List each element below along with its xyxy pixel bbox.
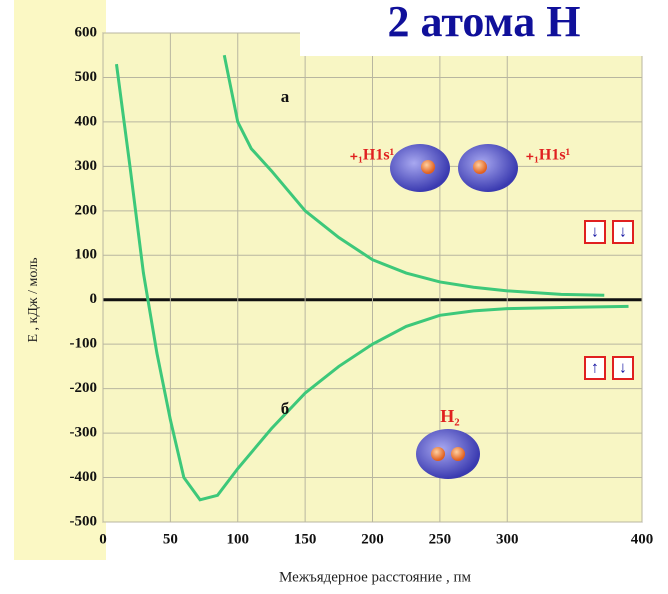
- y-tick-label: 100: [75, 247, 98, 263]
- annotation: ₊₁H1s¹: [350, 147, 395, 164]
- curve-label: а: [281, 87, 290, 106]
- y-tick-label: 300: [75, 158, 98, 174]
- y-tick-label: -500: [70, 513, 98, 529]
- chart-title: 2 атома Н: [388, 0, 581, 46]
- y-axis-label: Е , кДж / моль: [26, 257, 41, 342]
- svg-text:↓: ↓: [619, 224, 627, 241]
- y-tick-label: 200: [75, 202, 98, 218]
- x-tick-label: 150: [294, 531, 317, 547]
- h2-molecule: [416, 429, 480, 479]
- x-tick-label: 100: [227, 531, 250, 547]
- y-tick-label: 0: [90, 291, 98, 307]
- annotation: ₊₁H1s¹: [526, 147, 571, 164]
- y-tick-label: 400: [75, 113, 98, 129]
- x-tick-label: 0: [99, 531, 107, 547]
- svg-text:↓: ↓: [591, 224, 599, 241]
- svg-text:↑: ↑: [591, 360, 599, 377]
- x-tick-label: 400: [631, 531, 654, 547]
- curve-label: б: [281, 399, 290, 418]
- x-tick-label: 50: [163, 531, 178, 547]
- y-tick-label: -300: [70, 425, 98, 441]
- x-axis-label: Межъядерное расстояние , пм: [279, 569, 471, 585]
- y-tick-label: -400: [70, 469, 98, 485]
- y-tick-label: -200: [70, 380, 98, 396]
- y-tick-label: 600: [75, 24, 98, 40]
- x-tick-label: 300: [496, 531, 519, 547]
- annotation: H₂: [440, 406, 459, 426]
- x-tick-label: 200: [361, 531, 384, 547]
- svg-text:↓: ↓: [619, 360, 627, 377]
- y-tick-label: -100: [70, 336, 98, 352]
- y-tick-label: 500: [75, 69, 98, 85]
- x-tick-label: 250: [429, 531, 452, 547]
- chart: 2 атома Н Е , кДж / моль Межъядерное рас…: [0, 0, 668, 594]
